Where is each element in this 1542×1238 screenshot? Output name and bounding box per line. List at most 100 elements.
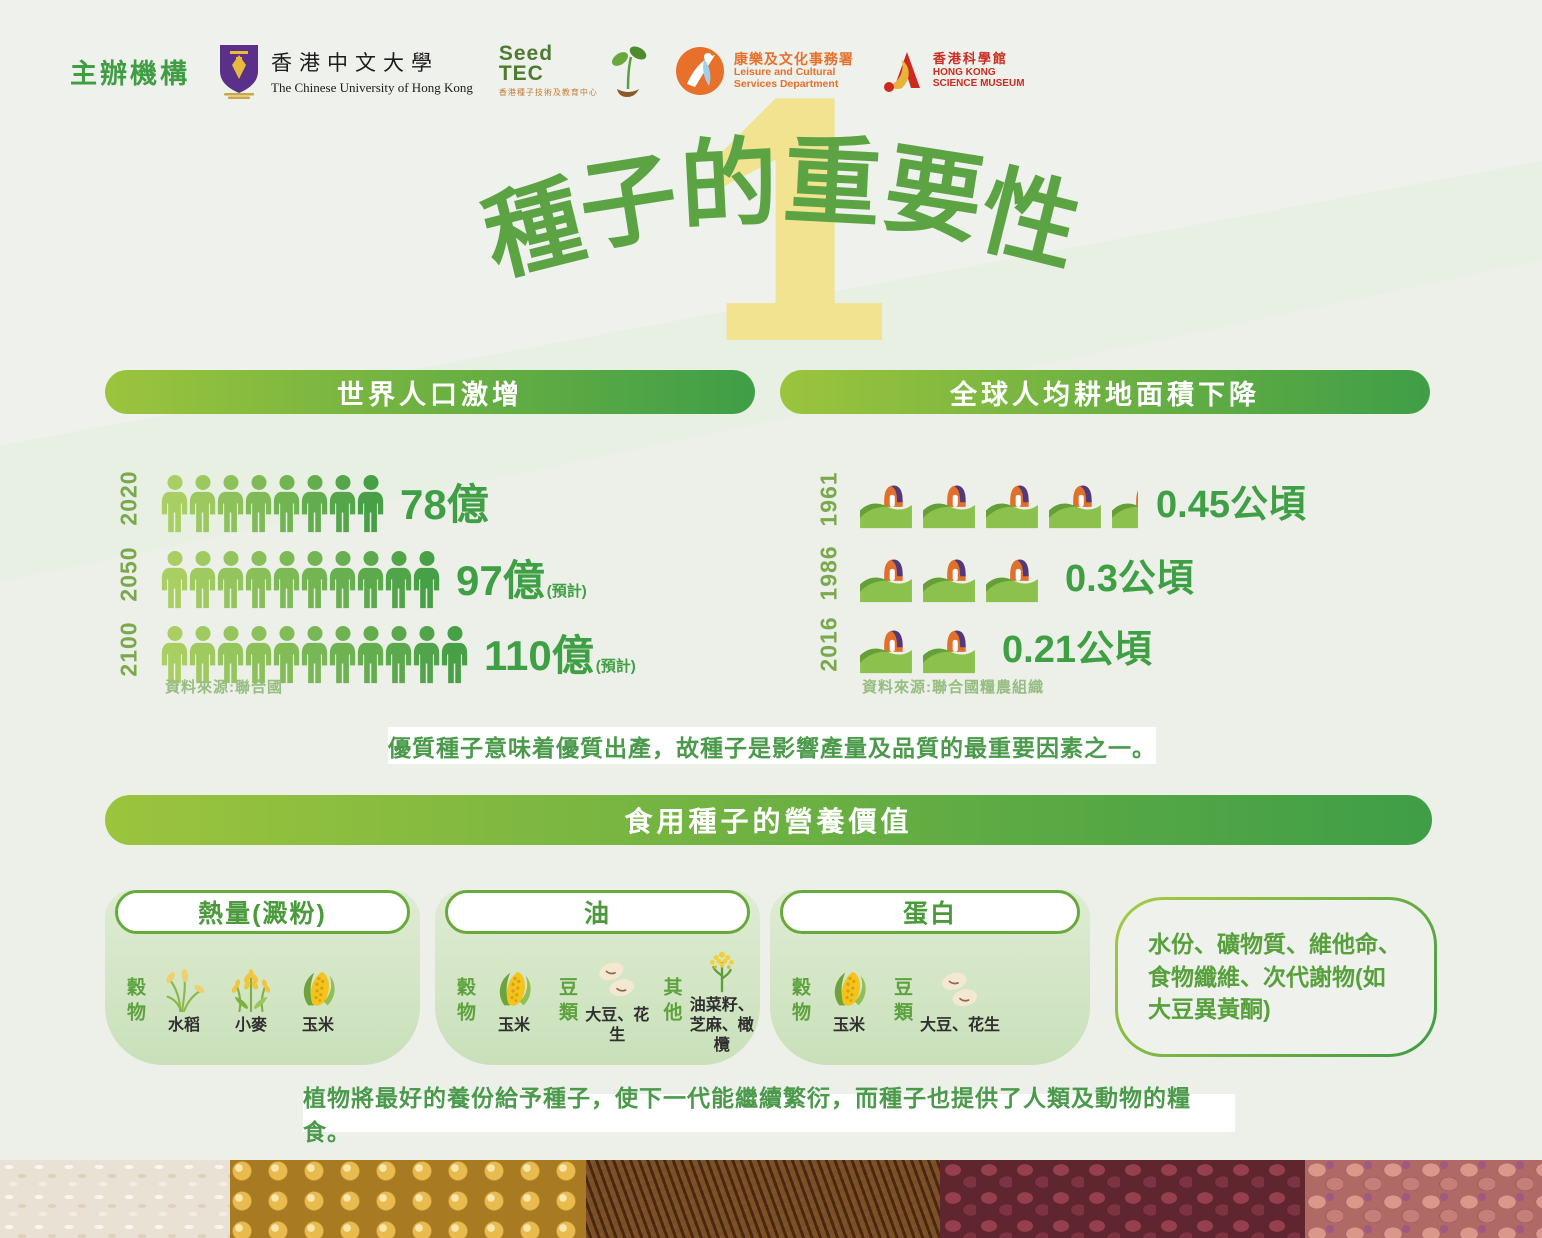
hksm-name-en2: SCIENCE MUSEUM	[932, 78, 1025, 90]
page-title: 種 子 的 重 要 性	[420, 126, 1140, 295]
farm-icon	[1047, 480, 1103, 530]
card-body: 穀物 玉米 豆類 大豆、花生	[786, 942, 1084, 1061]
farmland-row: 2016 0.21公頃	[812, 613, 1152, 675]
card-title-pill: 油	[445, 890, 750, 934]
group-label: 豆類	[556, 976, 577, 1027]
hksm-mark-icon	[883, 52, 920, 92]
person-icon	[410, 550, 444, 610]
photo-red-beans	[940, 1160, 1305, 1238]
population-row: 2050 97億 (預計)	[112, 538, 587, 610]
seed-item: 玉米	[287, 967, 349, 1036]
farmland-value: 0.45公頃	[1156, 484, 1306, 526]
corn-icon	[826, 967, 872, 1013]
population-row: 2100 110億 (預計)	[112, 613, 636, 685]
nutrient-group: 穀物水稻 小麥 玉米	[121, 967, 349, 1036]
year-label: 2016	[815, 616, 842, 672]
group-label: 穀物	[124, 976, 145, 1027]
card-title: 蛋白	[902, 900, 957, 928]
organizer-label: 主辦機構	[70, 58, 190, 89]
photo-red-rice	[586, 1160, 940, 1238]
seed-item-label: 玉米	[301, 1017, 334, 1034]
year-label: 2050	[115, 546, 142, 602]
lcsd-logo: 康樂及文化事務署 Leisure and Cultural Services D…	[675, 46, 854, 96]
seedtec-subtitle: 香港種子技術及教育中心	[498, 87, 598, 97]
title-char: 的	[677, 127, 780, 242]
farm-icon	[984, 480, 1040, 530]
farm-icon-row	[858, 554, 1047, 604]
chapter-number-badge	[719, 98, 883, 340]
seed-item: 大豆、花生	[920, 967, 1000, 1036]
wheat-icon	[228, 967, 274, 1013]
section-header-nutrition: 食用種子的營養價值	[105, 795, 1432, 845]
quality-statement-banner: 優質種子意味着優質出產，故種子是影響產量及品質的最重要因素之一。	[388, 727, 1156, 764]
nutrient-group: 穀物 玉米	[451, 967, 545, 1036]
population-value: 78億	[400, 481, 489, 528]
cuhk-logo: 香港中文大學 The Chinese University of Hong Ko…	[216, 43, 473, 99]
other-nutrients-box: 水份、礦物質、維他命、 食物纖維、次代謝物(如 大豆異黃酮)	[1115, 897, 1437, 1057]
farm-icon	[921, 625, 977, 675]
rice-plant-icon	[161, 967, 207, 1013]
section-header-population: 世界人口激增	[105, 370, 755, 414]
farmland-row: 1986 0.3公頃	[812, 542, 1194, 604]
seed-item-label: 水稻	[167, 1017, 200, 1034]
group-label: 其他	[660, 976, 682, 1027]
hksm-name-en1: HONG KONG	[932, 66, 996, 78]
rapeseed-icon	[699, 947, 745, 993]
farm-icon	[858, 554, 914, 604]
hksm-logo: 香港科學館 HONG KONG SCIENCE MUSEUM	[880, 46, 1025, 96]
seed-item-label: 玉米	[832, 1017, 865, 1034]
farmland-row: 1961 0.45公頃	[812, 468, 1306, 530]
seed-item-label: 油菜籽、 芝麻、橄欖	[689, 997, 754, 1054]
photo-white-rice	[0, 1160, 230, 1238]
seedtec-word2: TEC	[498, 62, 544, 85]
seed-item: 大豆、花生	[585, 957, 650, 1046]
hksm-text: 香港科學館 HONG KONG SCIENCE MUSEUM	[932, 51, 1025, 90]
section-header-farmland: 全球人均耕地面積下降	[780, 370, 1430, 414]
group-label: 穀物	[454, 976, 475, 1027]
card-body: 穀物水稻 小麥 玉米	[121, 942, 414, 1061]
person-icon-row	[158, 474, 382, 534]
card-title: 油	[583, 900, 611, 928]
seedtec-logo: Seed TEC 香港種子技術及教育中心	[498, 42, 649, 98]
nutrient-group: 豆類 大豆、花生	[553, 957, 650, 1046]
person-icon	[354, 474, 388, 534]
farmland-value: 0.21公頃	[1002, 629, 1152, 671]
seed-item: 玉米	[483, 967, 545, 1036]
seedtec-text: Seed TEC 香港種子技術及教育中心	[498, 42, 598, 98]
nutrition-card-calories: 熱量(澱粉) 穀物水稻 小麥 玉米	[105, 890, 420, 1065]
year-label: 1961	[815, 471, 842, 527]
card-body: 穀物 玉米 豆類 大豆、花生 其他 油菜籽、 芝麻、橄欖	[451, 942, 754, 1061]
nutrient-group: 其他 油菜籽、 芝麻、橄欖	[658, 947, 755, 1056]
farm-icon-partial	[1110, 480, 1138, 530]
beans-icon	[594, 957, 640, 1003]
other-nutrients-line: 大豆異黃酮)	[1148, 996, 1271, 1023]
cuhk-name-en: The Chinese University of Hong Kong	[271, 79, 473, 95]
title-char: 子	[571, 141, 685, 264]
seedtec-word1: Seed	[498, 42, 554, 66]
year-label: 2020	[115, 470, 142, 526]
farmland-value: 0.3公頃	[1065, 558, 1194, 600]
hksm-name-zh: 香港科學館	[932, 51, 1008, 67]
population-value: 97億 (預計)	[456, 557, 587, 604]
farm-icon-row	[858, 625, 984, 675]
other-nutrients-line: 水份、礦物質、維他命、	[1148, 931, 1401, 958]
farm-icon	[921, 554, 977, 604]
farm-icon	[858, 480, 914, 530]
group-label: 穀物	[789, 976, 810, 1027]
cuhk-text: 香港中文大學 The Chinese University of Hong Ko…	[271, 47, 473, 96]
seed-item-label: 大豆、花生	[585, 1007, 650, 1044]
seed-item: 水稻	[153, 967, 215, 1036]
seed-item: 小麥	[220, 967, 282, 1036]
seed-item-label: 大豆、花生	[920, 1017, 1001, 1034]
population-value: 110億 (預計)	[484, 632, 636, 679]
farm-icon	[1110, 480, 1138, 530]
farm-icon-row	[858, 480, 1138, 530]
legacy-statement-banner: 植物將最好的養份給予種子，使下一代能繼續繁衍，而種子也提供了人類及動物的糧食。	[303, 1085, 1235, 1145]
nutrition-card-protein: 蛋白 穀物 玉米 豆類 大豆、花生	[770, 890, 1090, 1065]
corn-icon	[295, 967, 341, 1013]
year-label: 1986	[815, 545, 842, 601]
farm-icon	[921, 480, 977, 530]
cuhk-name-zh: 香港中文大學	[271, 50, 439, 75]
card-title: 熱量(澱粉)	[198, 900, 327, 928]
farmland-source: 資料來源:聯合國糧農組織	[862, 679, 1044, 696]
